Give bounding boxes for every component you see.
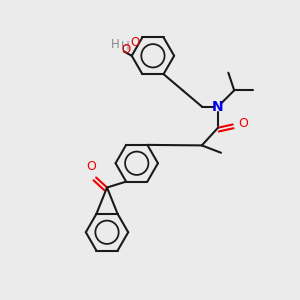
Text: H: H <box>111 38 119 51</box>
Text: N: N <box>212 100 224 113</box>
Text: O: O <box>86 160 96 173</box>
Text: H: H <box>121 40 129 53</box>
Text: O: O <box>238 117 248 130</box>
Text: O: O <box>130 36 139 49</box>
Text: O: O <box>122 44 131 56</box>
